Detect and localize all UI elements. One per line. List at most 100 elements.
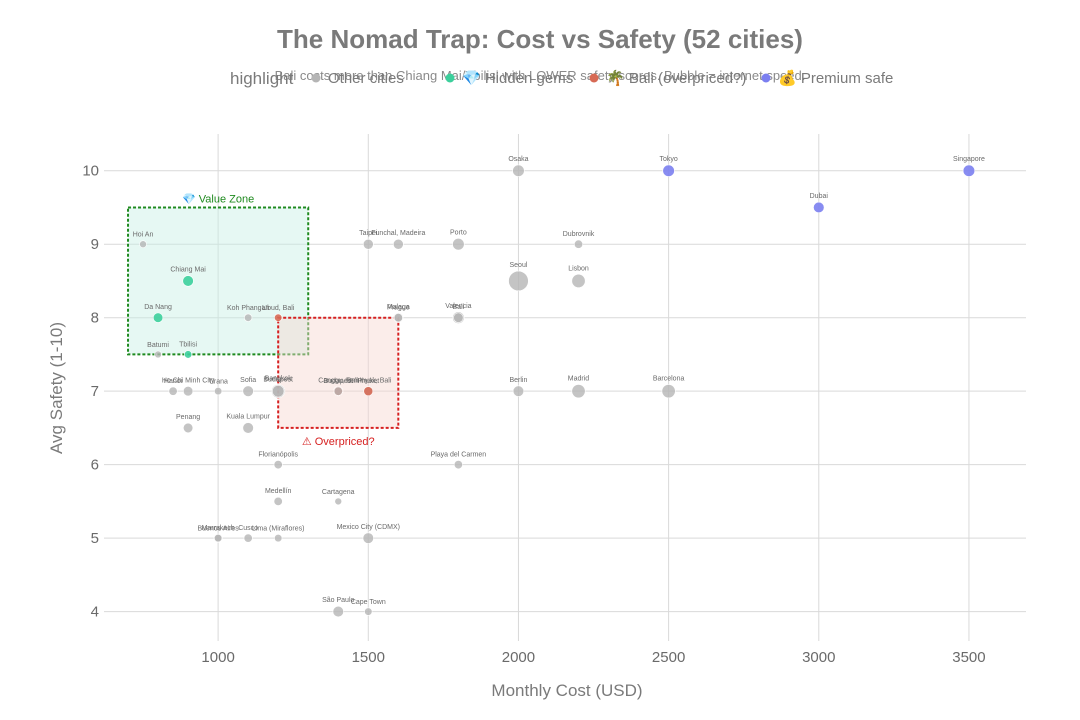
data-point xyxy=(393,313,403,323)
data-point xyxy=(452,238,465,251)
legend-title: highlight xyxy=(230,69,294,88)
point-label: Marrakech xyxy=(202,525,235,532)
data-point xyxy=(214,534,223,543)
point-label: Ho Chi Minh City xyxy=(162,377,215,384)
chart-subtitle: Bali costs more than Chiang Mai/Tbilisi … xyxy=(275,68,806,83)
chart-title: The Nomad Trap: Cost vs Safety (52 citie… xyxy=(277,24,803,54)
data-point xyxy=(362,532,374,544)
data-point xyxy=(512,385,525,397)
x-tick-label: 2500 xyxy=(652,649,685,666)
legend-marker xyxy=(761,73,771,83)
y-tick-label: 6 xyxy=(91,457,99,474)
zone-label-overpriced: ⚠ Overpriced? xyxy=(302,436,375,448)
point-label: Sofia xyxy=(240,377,256,384)
point-label: Chiang Mai xyxy=(170,267,206,274)
data-point xyxy=(333,386,343,396)
point-label: Phuket xyxy=(357,378,379,385)
y-tick-label: 7 xyxy=(91,383,99,400)
point-label: Florianópolis xyxy=(258,451,298,458)
y-tick-label: 10 xyxy=(82,163,99,180)
legend-item-other[interactable]: Other cities xyxy=(311,70,404,87)
data-point xyxy=(453,460,463,470)
point-label: Bali xyxy=(453,304,465,311)
y-tick-label: 5 xyxy=(91,530,99,547)
point-label: Cartagena xyxy=(322,489,355,496)
point-label: Hanoi xyxy=(164,378,183,385)
point-label: Taipei xyxy=(359,230,378,237)
point-label: Singapore xyxy=(953,156,985,163)
axis-ticks: 1000 1500 2000 2500 3000 3500 4 5 6 7 8 9 10 xyxy=(82,163,985,666)
data-point xyxy=(363,386,374,397)
x-tick-label: 2000 xyxy=(502,649,535,666)
point-label: Osaka xyxy=(508,156,528,163)
point-label: Bangkok xyxy=(265,375,293,382)
data-point xyxy=(508,270,529,292)
point-label: Mexico City (CDMX) xyxy=(337,524,400,531)
data-point xyxy=(392,238,404,250)
point-label: Porto xyxy=(450,229,467,236)
data-point xyxy=(274,534,283,543)
x-tick-label: 1000 xyxy=(201,649,234,666)
data-point xyxy=(182,275,194,287)
data-point xyxy=(273,460,283,470)
legend-label: 🌴 Bali (overpriced?) xyxy=(606,69,746,87)
data-point xyxy=(573,239,584,249)
point-label: Hoi An xyxy=(133,232,154,239)
zones: 💎 Value Zone ⚠ Overpriced? xyxy=(127,192,400,448)
data-point xyxy=(139,240,147,249)
data-point xyxy=(272,385,285,398)
y-axis-label: Avg Safety (1-10) xyxy=(47,322,66,454)
data-point xyxy=(182,386,194,397)
data-point xyxy=(661,384,676,399)
point-label: Seoul xyxy=(509,262,527,269)
legend-label: 💎 Hidden gems xyxy=(462,70,573,87)
legend-marker xyxy=(589,73,599,83)
point-label: Canggu, Bali xyxy=(318,377,359,384)
zone-overpriced xyxy=(277,316,400,429)
y-tick-label: 9 xyxy=(91,236,99,253)
x-tick-label: 1500 xyxy=(352,649,385,666)
x-tick-label: 3000 xyxy=(802,649,835,666)
data-point xyxy=(332,605,344,618)
point-label: Malaga xyxy=(387,304,410,311)
x-tick-label: 3500 xyxy=(952,649,985,666)
data-point xyxy=(334,497,343,506)
point-label: Kuala Lumpur xyxy=(226,414,270,421)
grid xyxy=(104,134,1026,641)
x-axis-label: Monthly Cost (USD) xyxy=(491,681,642,700)
point-label: Cusco xyxy=(238,525,258,532)
point-label: Cape Town xyxy=(351,599,386,606)
data-point xyxy=(214,387,223,396)
legend-marker xyxy=(311,73,321,83)
data-point xyxy=(152,312,164,323)
data-point xyxy=(154,350,162,359)
data-point xyxy=(571,384,586,399)
point-label: Tokyo xyxy=(659,156,677,163)
data-point xyxy=(273,496,283,506)
zone-value xyxy=(127,206,310,356)
y-tick-label: 4 xyxy=(91,604,99,621)
data-point xyxy=(364,607,373,616)
data-point xyxy=(362,238,374,250)
point-label: Madrid xyxy=(568,375,590,382)
legend-item-bali[interactable]: 🌴 Bali (overpriced?) xyxy=(589,69,747,87)
legend-item-gem[interactable]: 💎 Hidden gems xyxy=(445,70,574,87)
point-label: Budapest xyxy=(323,378,353,385)
legend: highlight Other cities 💎 Hidden gems 🌴 Bal… xyxy=(230,69,893,88)
data-point xyxy=(242,385,254,397)
zone-label-value: 💎 Value Zone xyxy=(182,192,254,205)
point-label: Berlin xyxy=(509,377,527,384)
point-label: Tirana xyxy=(208,378,228,385)
point-label: Dubai xyxy=(810,193,829,200)
point-label: Lima (Miraflores) xyxy=(252,525,305,532)
y-tick-label: 8 xyxy=(91,310,99,327)
point-label: Valencia xyxy=(445,303,471,310)
point-label: Budapest xyxy=(263,376,293,383)
point-label: Playa del Carmen xyxy=(431,451,487,458)
point-label: Buenos Aires xyxy=(197,525,239,532)
data-points xyxy=(139,164,976,618)
data-point xyxy=(453,312,464,323)
data-point xyxy=(183,350,193,359)
point-label: Penang xyxy=(176,414,200,421)
legend-item-premium[interactable]: 💰 Premium safe xyxy=(761,69,894,87)
